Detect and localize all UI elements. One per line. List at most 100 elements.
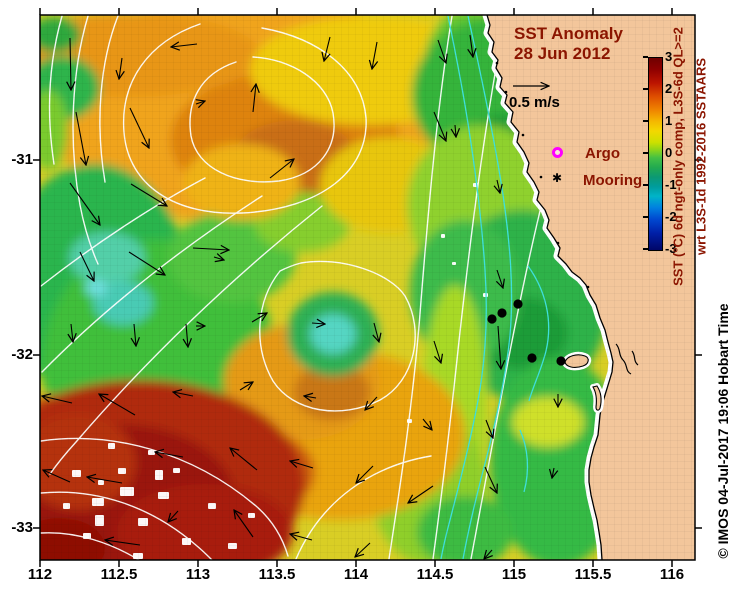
current-vector-arrows <box>42 34 558 559</box>
contour-line <box>259 260 416 412</box>
plot-date: 28 Jun 2012 <box>514 44 611 63</box>
x-tick-label: 116 <box>659 566 685 583</box>
bathymetry-line <box>519 429 529 493</box>
current-arrow <box>484 549 492 559</box>
no-data-pixel <box>155 470 163 480</box>
plot-title-block: SST Anomaly 28 Jun 2012 <box>514 24 623 64</box>
contour-line <box>49 205 323 475</box>
imos-attribution: © IMOS 04-Jul-2017 19:06 Hobart Time <box>715 303 731 559</box>
contour-line <box>432 50 500 560</box>
current-arrow <box>498 325 501 369</box>
current-arrow <box>253 84 256 113</box>
current-arrow <box>304 396 317 398</box>
mooring-dot <box>513 299 523 309</box>
current-arrow <box>408 485 434 503</box>
current-arrow <box>186 323 188 347</box>
x-tick-label: 114.5 <box>416 566 454 583</box>
no-data-pixel <box>452 262 456 265</box>
contour-line <box>40 491 213 560</box>
current-arrow <box>171 44 198 47</box>
coastal-mark <box>539 175 543 179</box>
sst-blob <box>69 232 145 284</box>
colorbar-tick-mark <box>643 184 648 186</box>
no-data-pixel <box>98 480 104 485</box>
colorbar-tick-mark <box>643 56 648 58</box>
current-arrow <box>422 418 432 430</box>
plot-title: SST Anomaly <box>514 24 623 43</box>
contour-line <box>189 56 335 183</box>
current-arrow <box>552 467 554 478</box>
no-data-pixel <box>92 498 104 506</box>
no-data-pixel <box>72 470 81 477</box>
mooring-dot <box>487 314 497 324</box>
bathymetry-line <box>527 265 550 402</box>
current-arrow <box>213 257 224 260</box>
colorbar-tick-label: 0 <box>665 145 673 160</box>
x-tick-label: 115 <box>501 566 527 583</box>
current-arrow <box>437 39 446 63</box>
estuary-outline <box>615 343 632 375</box>
no-data-pixel <box>208 503 216 509</box>
coastal-mark <box>586 285 590 289</box>
no-data-pixel <box>173 468 180 473</box>
sst-blob <box>40 90 68 170</box>
mooring-dot <box>497 308 507 318</box>
current-arrow <box>128 251 165 275</box>
no-data-pixel <box>120 487 134 496</box>
coastal-mark <box>495 61 499 65</box>
x-tick-label: 113 <box>185 566 211 583</box>
legend-mooring-label: Mooring <box>583 172 643 189</box>
colorbar-label-line2: wrt L3S-1d 1992-2016 SSTAARS <box>693 58 709 255</box>
sst-blob <box>294 364 370 420</box>
current-arrow <box>485 419 493 438</box>
colorbar-tick-label: 3 <box>665 49 673 64</box>
coastal-mark <box>556 241 560 245</box>
x-tick-label: 112 <box>27 566 53 583</box>
current-arrow <box>484 466 497 493</box>
current-arrow <box>99 394 136 416</box>
colorbar-label-line1: SST (°C) 6d ngt-only comp, L3S-6d QL>=2 <box>670 27 686 286</box>
contour-line <box>72 15 99 265</box>
argo-marker-icon <box>552 147 563 158</box>
current-arrow <box>70 37 71 90</box>
current-arrow <box>230 448 258 471</box>
coastal-mark <box>521 133 525 137</box>
contour-line <box>122 23 367 214</box>
current-arrow <box>168 510 179 522</box>
current-arrow <box>269 159 294 179</box>
coastal-mark <box>504 90 508 94</box>
sst-blob <box>40 518 105 560</box>
colorbar-tick-label: -1 <box>665 177 677 192</box>
sst-blob <box>184 144 300 220</box>
current-arrow <box>69 182 100 225</box>
sst-blob <box>40 17 81 53</box>
mooring-dot <box>556 356 566 366</box>
contour-line <box>40 437 289 557</box>
current-arrow <box>71 323 73 342</box>
current-arrow <box>155 452 184 457</box>
current-arrow <box>311 323 325 324</box>
legend-argo-label: Argo <box>585 145 620 162</box>
colorbar-tick-mark <box>643 216 648 218</box>
colorbar-tick-mark <box>643 88 648 90</box>
current-arrow <box>290 534 313 540</box>
current-arrow <box>134 323 136 346</box>
island <box>592 385 602 411</box>
colorbar-tick-label: 2 <box>665 81 673 96</box>
no-data-pixel <box>108 443 115 449</box>
mooring-marker-icon: ✱ <box>552 171 563 185</box>
bathymetry-line <box>440 15 487 560</box>
velocity-key-label: 0.5 m/s <box>509 94 560 111</box>
sst-map-canvas <box>40 15 695 560</box>
current-arrow <box>374 322 379 342</box>
x-tick-label: 113.5 <box>258 566 296 583</box>
colorbar-tick-mark <box>643 248 648 250</box>
current-arrow <box>372 41 377 69</box>
current-arrow <box>433 340 441 363</box>
current-arrow <box>234 510 254 538</box>
current-arrow <box>365 396 378 410</box>
current-arrow <box>75 111 86 165</box>
x-tick-label: 115.5 <box>574 566 612 583</box>
